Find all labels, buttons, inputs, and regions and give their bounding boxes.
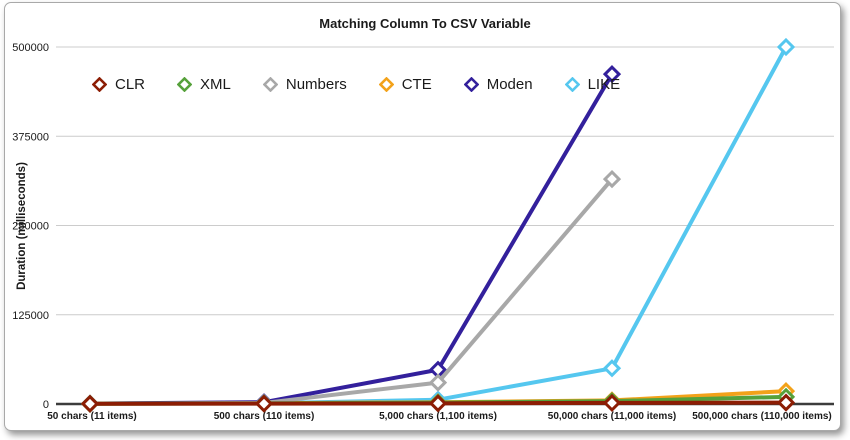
legend-diamond-icon (564, 77, 580, 92)
legend-item-xml: XML (177, 76, 231, 93)
series-line-numbers (88, 177, 614, 406)
legend-item-clr: CLR (92, 76, 145, 93)
legend-label: XML (200, 76, 231, 93)
series-line-moden (88, 72, 614, 406)
legend-diamond-icon (177, 77, 193, 92)
chart-panel (4, 2, 841, 431)
y-tick-label: 375000 (12, 131, 49, 143)
legend-diamond-icon (262, 77, 278, 92)
y-tick-label: 250000 (12, 221, 49, 233)
x-tick-label: 50,000 chars (11,000 items) (548, 411, 676, 422)
legend-label: CTE (401, 76, 432, 93)
y-tick-label: 500000 (12, 42, 49, 54)
x-tick-label: 5,000 chars (1,100 items) (379, 411, 497, 422)
data-point-marker-like (776, 37, 796, 57)
legend-diamond-icon (463, 77, 479, 92)
data-point-marker-moden (602, 65, 622, 84)
legend-item-numbers: Numbers (262, 76, 347, 93)
y-tick-label: 125000 (12, 310, 49, 322)
data-point-marker-clr (428, 394, 448, 413)
x-tick-label: 500 chars (110 items) (214, 411, 315, 422)
chart-title: Matching Column To CSV Variable (319, 16, 531, 31)
data-point-marker-clr (254, 394, 274, 413)
legend-item-like: LIKE (564, 76, 621, 93)
legend-item-cte: CTE (378, 76, 432, 93)
legend-label: Moden (486, 76, 533, 93)
data-point-marker-numbers (428, 373, 448, 392)
legend-label: Numbers (285, 76, 347, 93)
data-point-marker-numbers (602, 169, 622, 189)
legend-diamond-icon (378, 77, 394, 92)
legend-label: CLR (115, 76, 146, 93)
legend-label: LIKE (587, 76, 621, 93)
chart-legend: CLR XML Numbers CTE Moden LIKE (92, 76, 620, 93)
data-point-marker-clr (80, 394, 100, 413)
data-point-marker-like (602, 359, 622, 378)
x-tick-label: 50 chars (11 items) (47, 411, 137, 422)
x-tick-label: 500,000 chars (110,000 items) (692, 411, 832, 422)
y-tick-label: 0 (43, 399, 49, 411)
legend-diamond-icon (92, 77, 107, 92)
data-point-marker-clr (776, 393, 796, 412)
legend-item-moden: Moden (463, 76, 533, 93)
data-point-marker-clr (602, 393, 622, 413)
